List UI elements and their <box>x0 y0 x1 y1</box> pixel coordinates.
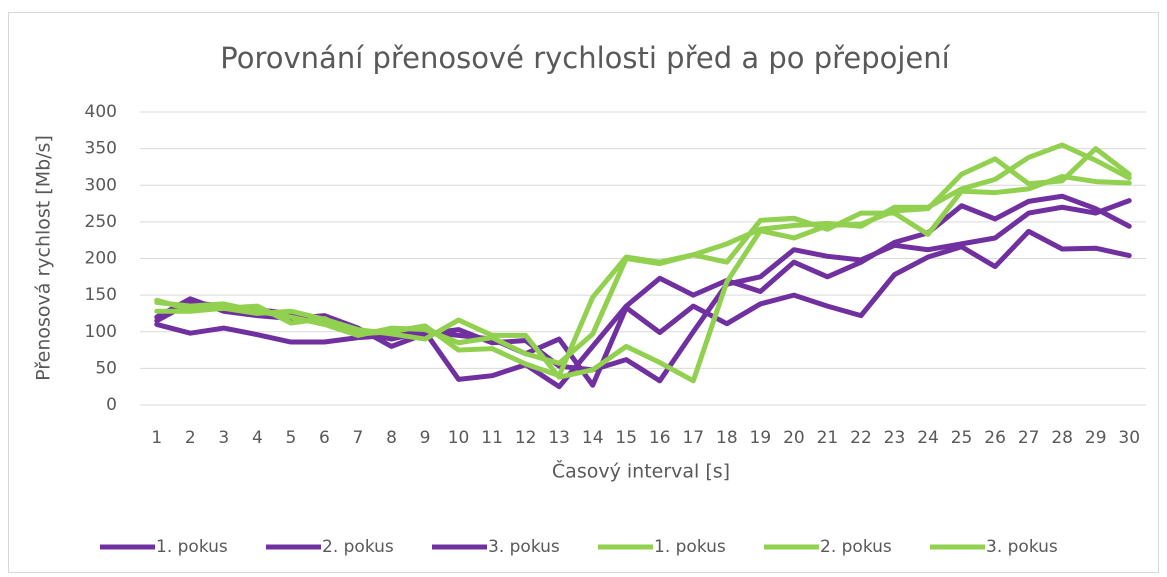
x-tick-label: 30 <box>1118 428 1140 448</box>
x-tick-label: 16 <box>649 428 671 448</box>
x-tick-label: 21 <box>817 428 839 448</box>
y-tick-label: 50 <box>95 358 117 378</box>
x-tick-label: 3 <box>218 428 229 448</box>
x-tick-label: 18 <box>716 428 738 448</box>
y-tick-label: 150 <box>85 285 117 305</box>
y-tick-label: 300 <box>85 175 117 195</box>
y-axis-title: Přenosová rychlost [Mb/s] <box>33 135 55 381</box>
y-tick-label: 0 <box>106 395 117 415</box>
legend-label: 1. pokus <box>654 537 726 557</box>
x-tick-label: 10 <box>448 428 470 448</box>
x-tick-label: 23 <box>884 428 906 448</box>
legend-label: 3. pokus <box>986 537 1058 557</box>
x-tick-label: 29 <box>1085 428 1107 448</box>
x-tick-label: 22 <box>850 428 872 448</box>
chart-title: Porovnání přenosové rychlosti před a po … <box>220 41 950 75</box>
x-tick-label: 19 <box>750 428 772 448</box>
x-tick-label: 25 <box>951 428 973 448</box>
series-line <box>154 142 1132 366</box>
x-tick-label: 13 <box>548 428 570 448</box>
x-tick-label: 1 <box>151 428 162 448</box>
x-tick-label: 12 <box>515 428 537 448</box>
legend-label: 3. pokus <box>488 537 560 557</box>
x-axis-title: Časový interval [s] <box>552 459 730 483</box>
x-tick-label: 6 <box>319 428 330 448</box>
y-tick-label: 400 <box>85 102 117 122</box>
x-tick-label: 26 <box>984 428 1006 448</box>
x-tick-label: 2 <box>185 428 196 448</box>
x-tick-label: 15 <box>615 428 637 448</box>
legend-label: 1. pokus <box>156 537 228 557</box>
x-tick-label: 7 <box>353 428 364 448</box>
legend-label: 2. pokus <box>322 537 394 557</box>
x-tick-label: 8 <box>386 428 397 448</box>
x-tick-label: 20 <box>783 428 805 448</box>
x-tick-label: 4 <box>252 428 263 448</box>
x-tick-label: 27 <box>1018 428 1040 448</box>
x-tick-label: 14 <box>582 428 604 448</box>
y-tick-label: 250 <box>85 212 117 232</box>
y-tick-label: 350 <box>85 139 117 159</box>
x-tick-label: 17 <box>682 428 704 448</box>
chart-border <box>8 12 1159 573</box>
x-tick-label: 9 <box>420 428 431 448</box>
legend-label: 2. pokus <box>820 537 892 557</box>
series-line <box>154 146 1132 384</box>
x-tick-label: 24 <box>917 428 939 448</box>
x-tick-label: 28 <box>1051 428 1073 448</box>
x-tick-label: 11 <box>481 428 503 448</box>
y-tick-label: 100 <box>85 322 117 342</box>
series-line <box>154 193 1132 390</box>
x-tick-label: 5 <box>285 428 296 448</box>
y-tick-label: 200 <box>85 249 117 269</box>
